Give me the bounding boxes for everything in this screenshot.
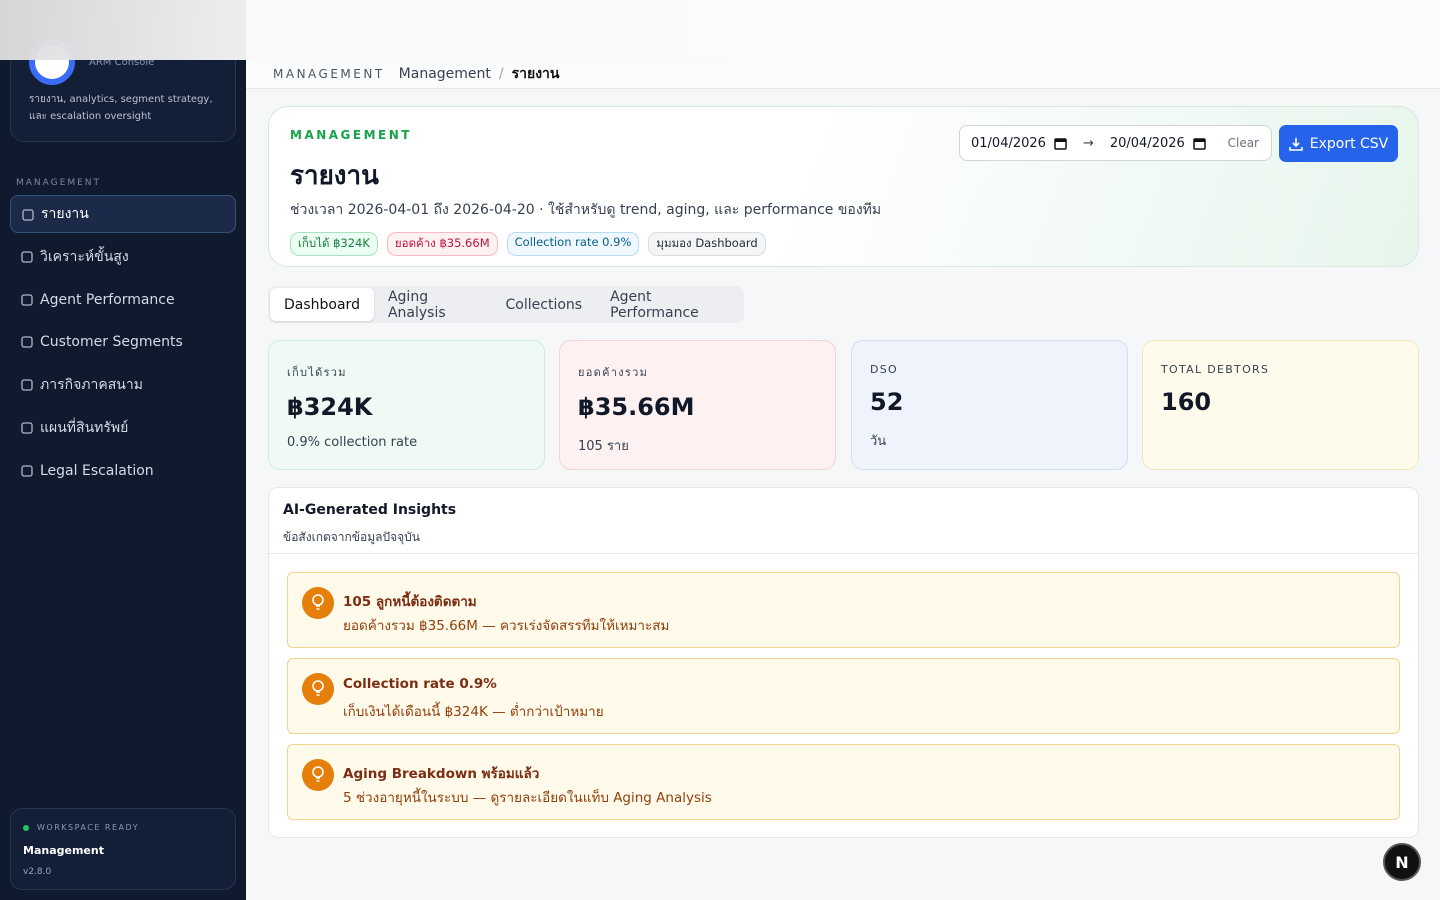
download-icon: [1288, 137, 1303, 151]
badge: ยอดค้าง ฿35.66M: [386, 232, 498, 256]
kpi-note: 105 ราย: [578, 439, 629, 454]
brand-subtitle: ARM Console: [89, 57, 155, 68]
insight-title: Aging Breakdown พร้อมแล้ว: [343, 766, 540, 782]
tab[interactable]: Collections: [505, 296, 583, 313]
insight-detail: เก็บเงินได้เดือนนี้ ฿324K — ต่ำกว่าเป้าห…: [343, 704, 604, 720]
kpi-label: DSO: [870, 363, 899, 376]
nav-item[interactable]: รายงาน: [10, 195, 236, 233]
status-card: WORKSPACE READY Management v2.8.0: [10, 808, 236, 890]
tab[interactable]: Agent Performance: [610, 288, 699, 321]
nav-item[interactable]: Legal Escalation: [10, 452, 236, 490]
date-from[interactable]: 01/04/2026: [971, 135, 1046, 151]
section-label: MANAGEMENT: [16, 178, 101, 188]
sidebar: ARM Console รายงาน, analytics, segment s…: [0, 0, 246, 900]
nav-item[interactable]: ภารกิจภาคสนาม: [10, 366, 236, 404]
tabs: Dashboard Aging Analysis Collections Agent …: [268, 286, 744, 323]
nav-label: รายงาน: [41, 206, 89, 222]
date-separator: →: [1082, 135, 1094, 151]
insights-card: AI-Generated Insights ข้อสังเกตจากข้อมูล…: [268, 487, 1419, 838]
badge: เก็บได้ ฿324K: [290, 232, 378, 256]
kpi-value: ฿35.66M: [578, 393, 695, 421]
brand-description: รายงาน, analytics, segment strategy, และ…: [29, 94, 213, 122]
insights-subtitle: ข้อสังเกตจากข้อมูลปัจจุบัน: [283, 530, 420, 544]
date-range: 01/04/2026 → 20/04/2026 Clear: [959, 125, 1272, 161]
nav-icon: [21, 294, 33, 306]
nav-icon: [21, 336, 33, 348]
insight-title: 105 ลูกหนี้ต้องติดตาม: [343, 594, 477, 610]
kpi-label: เก็บได้รวม: [287, 366, 347, 379]
kpi-value: ฿324K: [287, 393, 373, 421]
breadcrumb: MANAGEMENT Management / รายงาน: [246, 60, 1440, 89]
nav-icon: [21, 422, 33, 434]
kpi-label: TOTAL DEBTORS: [1161, 363, 1270, 376]
nav-icon: [22, 209, 34, 221]
dev-button[interactable]: N: [1383, 843, 1421, 881]
kpi-card: เก็บได้รวม฿324K 0.9% collection rate: [268, 340, 545, 470]
title: รายงาน: [290, 161, 379, 191]
status-label: WORKSPACE READY: [23, 823, 223, 832]
bulb: [312, 680, 324, 696]
kpi-label: ยอดค้างรวม: [578, 366, 649, 379]
top-blur: [0, 0, 1440, 60]
nav-item[interactable]: วิเคราะห์ขั้นสูง: [10, 238, 236, 276]
nav-icon: [21, 465, 33, 477]
nav-icon: [21, 251, 33, 263]
header-card: MANAGEMENT รายงาน ช่วงเวลา 2026-04-01 ถึ…: [268, 106, 1419, 267]
insight-detail: 5 ช่วงอายุหนี้ในระบบ — ดูรายละเอียดในแท็…: [343, 790, 712, 806]
kpi-card: DSO 52 วัน: [851, 340, 1128, 470]
eyebrow: MANAGEMENT: [290, 128, 412, 142]
crumb-separator: /: [498, 66, 504, 82]
badges: เก็บได้ ฿324K ยอดค้าง ฿35.66M Collection r…: [290, 232, 766, 256]
nav-icon: [21, 379, 33, 391]
crumb: รายงาน: [511, 66, 560, 82]
kpi-card: ยอดค้างรวม฿35.66M 105 ราย: [559, 340, 836, 470]
divider: [269, 553, 1418, 554]
bulb: [312, 594, 324, 610]
nav-item[interactable]: Agent Performance: [10, 281, 236, 319]
section: MANAGEMENT: [273, 67, 385, 81]
insights-title: AI-Generated Insights: [283, 502, 457, 518]
status-version: v2.8.0: [23, 867, 52, 877]
badge: Collection rate 0.9%: [506, 232, 640, 256]
nav-label: ภารกิจภาคสนาม: [40, 377, 143, 393]
nav-item[interactable]: Customer Segments: [10, 323, 236, 361]
clear-button[interactable]: Clear: [1227, 136, 1259, 150]
export-button[interactable]: Export CSV: [1279, 125, 1398, 162]
badge: มุมมอง Dashboard: [648, 232, 766, 256]
insight: 105 ลูกหนี้ต้องติดตามยอดค้างรวม ฿35.66M …: [287, 572, 1400, 648]
status-role: Management: [23, 844, 104, 857]
kpi-value: 160: [1161, 388, 1212, 416]
nav-label: Agent Performance: [40, 292, 175, 308]
tab[interactable]: Aging Analysis: [387, 288, 446, 321]
calendar-icon: [1054, 137, 1067, 150]
subtitle: ช่วงเวลา 2026-04-01 ถึง 2026-04-20 · ใช้…: [290, 202, 882, 218]
nav-label: Legal Escalation: [40, 463, 154, 479]
kpi-note: 0.9% collection rate: [287, 435, 418, 450]
insight-detail: ยอดค้างรวม ฿35.66M — ควรเร่งจัดสรรทีมให้…: [343, 618, 670, 634]
kpi-value: 52: [870, 388, 904, 416]
nav-item[interactable]: แผนที่สินทรัพย์: [10, 409, 236, 447]
insight-title: Collection rate 0.9%: [343, 676, 497, 692]
kpi-note: วัน: [870, 434, 887, 449]
export-label: Export CSV: [1309, 135, 1389, 152]
nav-label: แผนที่สินทรัพย์: [40, 420, 129, 436]
tab[interactable]: Dashboard: [270, 288, 374, 321]
bulb-icon: [302, 759, 334, 791]
nav-label: Customer Segments: [40, 334, 183, 350]
crumb[interactable]: Management: [398, 66, 491, 82]
date-to[interactable]: 20/04/2026: [1109, 135, 1185, 151]
bulb: [312, 766, 324, 782]
kpi-card: TOTAL DEBTORS 160: [1142, 340, 1419, 470]
calendar-icon: [1193, 137, 1206, 150]
bulb-icon: [302, 587, 334, 619]
insight: Collection rate 0.9% เก็บเงินได้เดือนนี้ …: [287, 658, 1400, 734]
bulb-icon: [302, 673, 334, 705]
insight: Aging Breakdown พร้อมแล้ว 5 ช่วงอายุหนี้ใ…: [287, 744, 1400, 820]
nav-label: วิเคราะห์ขั้นสูง: [40, 249, 129, 265]
